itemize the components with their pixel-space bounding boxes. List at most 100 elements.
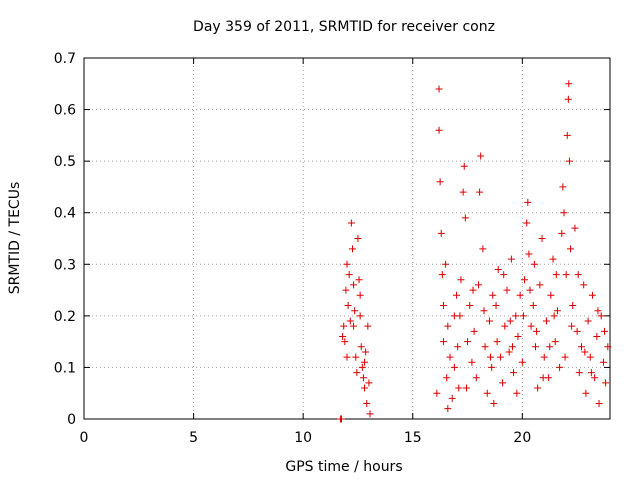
data-point	[361, 384, 369, 392]
data-point	[518, 358, 526, 366]
data-point	[489, 291, 497, 299]
data-point	[363, 400, 371, 408]
data-point	[439, 302, 447, 310]
data-point	[344, 302, 352, 310]
y-tick-label: 0.1	[54, 360, 76, 376]
data-point	[357, 343, 365, 351]
data-point	[507, 255, 515, 263]
data-point	[350, 322, 358, 330]
data-point	[450, 363, 458, 371]
data-point	[340, 322, 348, 330]
data-point	[568, 322, 576, 330]
data-point	[501, 322, 509, 330]
data-point	[582, 389, 590, 397]
data-point	[547, 291, 555, 299]
data-point	[604, 343, 612, 351]
plot-frame	[83, 57, 611, 420]
data-point	[361, 358, 369, 366]
data-point	[510, 369, 518, 377]
x-tick-label: 15	[404, 430, 422, 446]
y-tick-label: 0.7	[54, 51, 76, 67]
data-point	[569, 302, 577, 310]
y-tick-label: 0.5	[54, 154, 76, 170]
data-point	[523, 219, 531, 227]
data-point	[469, 286, 477, 294]
data-point	[591, 374, 599, 382]
data-point	[534, 384, 542, 392]
data-point	[519, 312, 527, 320]
x-axis-label: GPS time / hours	[285, 459, 402, 475]
data-point	[455, 384, 463, 392]
data-point	[584, 317, 592, 325]
data-point	[575, 369, 583, 377]
data-point	[552, 271, 560, 279]
data-point	[527, 322, 535, 330]
data-point	[453, 291, 461, 299]
y-tick-label: 0.3	[54, 257, 76, 273]
data-point	[350, 281, 358, 289]
data-point	[355, 276, 363, 284]
data-point	[567, 245, 575, 253]
data-point	[359, 374, 367, 382]
data-point	[494, 265, 502, 273]
x-tick-label: 20	[513, 430, 531, 446]
data-point	[444, 405, 452, 413]
data-point	[514, 332, 522, 340]
data-point	[490, 400, 498, 408]
y-tick-label: 0	[67, 412, 76, 428]
data-point	[581, 348, 589, 356]
data-point	[477, 152, 485, 160]
data-point	[364, 322, 372, 330]
x-tick-label: 10	[294, 430, 312, 446]
axis-ticks: 0 5 10 15 20 0 0.1 0.2 0.3 0.4 0.5 0.6 0.7	[54, 51, 610, 446]
data-point	[542, 317, 550, 325]
data-point	[435, 85, 443, 93]
data-point	[457, 276, 465, 284]
data-point	[529, 302, 537, 310]
data-point	[464, 338, 472, 346]
y-axis-label: SRMTID / TECUs	[7, 182, 23, 295]
data-point	[499, 379, 507, 387]
data-point	[442, 260, 450, 268]
data-point	[492, 302, 500, 310]
data-point	[549, 255, 557, 263]
data-point	[594, 307, 602, 315]
data-point	[525, 250, 533, 258]
data-point	[358, 363, 366, 371]
data-point	[561, 353, 569, 361]
data-point	[553, 307, 561, 315]
data-point	[479, 245, 487, 253]
data-point	[516, 291, 524, 299]
data-point	[540, 353, 548, 361]
data-point	[461, 214, 469, 222]
data-point	[586, 353, 594, 361]
data-point	[508, 343, 516, 351]
data-point	[588, 291, 596, 299]
data-point	[346, 317, 354, 325]
data-point	[365, 379, 373, 387]
data-point	[347, 219, 355, 227]
data-point	[565, 80, 573, 88]
data-point	[599, 358, 607, 366]
data-point	[345, 271, 353, 279]
data-point	[601, 327, 609, 335]
x-tick-label: 0	[80, 430, 89, 446]
data-point	[351, 307, 359, 315]
data-point	[366, 410, 374, 418]
data-point	[439, 338, 447, 346]
data-point	[339, 332, 347, 340]
data-point	[559, 183, 567, 191]
data-point	[433, 389, 441, 397]
data-point	[488, 363, 496, 371]
data-point	[466, 302, 474, 310]
data-point	[539, 374, 547, 382]
y-tick-label: 0.2	[54, 309, 76, 325]
data-point	[551, 338, 559, 346]
chart-title: Day 359 of 2011, SRMTID for receiver con…	[193, 19, 495, 35]
data-point	[468, 358, 476, 366]
data-point	[472, 374, 480, 382]
data-point	[454, 343, 462, 351]
data-point	[524, 198, 532, 206]
data-point	[462, 384, 470, 392]
